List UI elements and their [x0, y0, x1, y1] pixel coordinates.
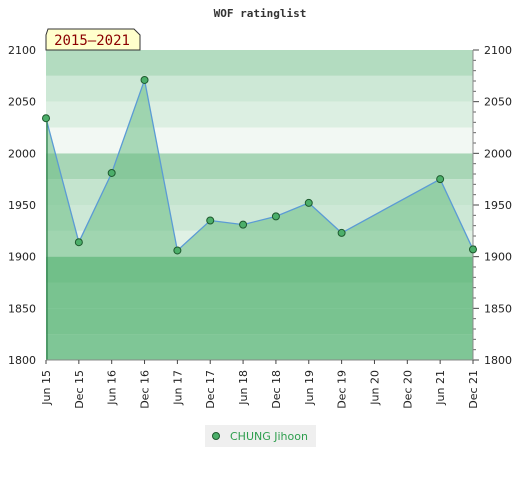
y-tick-label-left: 1900 — [8, 251, 36, 264]
background-band — [46, 75, 473, 102]
data-point — [74, 238, 83, 247]
data-point — [337, 228, 346, 237]
x-tick-label: Jun 19 — [303, 370, 316, 406]
x-tick-label: Dec 15 — [73, 370, 86, 409]
y-tick-label-left: 1850 — [8, 302, 36, 315]
background-band — [46, 50, 473, 76]
marker-layer — [42, 75, 477, 255]
data-point — [140, 75, 149, 84]
x-tick-label: Dec 21 — [467, 370, 480, 409]
x-tick-label: Jun 16 — [106, 370, 119, 406]
legend-series-name: CHUNG Jihoon — [230, 430, 308, 443]
x-tick-label: Dec 16 — [139, 370, 152, 409]
data-point — [271, 212, 280, 221]
x-tick-label: Dec 19 — [336, 370, 349, 409]
y-tick-label-right: 1900 — [484, 251, 512, 264]
x-tick-label: Jun 18 — [237, 370, 250, 406]
y-tick-label-right: 2000 — [484, 147, 512, 160]
y-tick-label-right: 2100 — [484, 44, 512, 57]
y-tick-label-right: 2050 — [484, 96, 512, 109]
y-tick-label-left: 2050 — [8, 96, 36, 109]
y-tick-label-right: 1850 — [484, 302, 512, 315]
x-tick-label: Dec 18 — [270, 370, 283, 409]
legend-marker-icon — [212, 432, 220, 440]
data-point — [173, 246, 182, 255]
y-tick-label-left: 2100 — [8, 44, 36, 57]
data-point — [42, 114, 50, 123]
x-tick-label: Jun 20 — [368, 370, 381, 406]
y-tick-label-right: 1950 — [484, 199, 512, 212]
x-tick-label: Dec 20 — [401, 370, 414, 409]
background-band — [46, 127, 473, 154]
legend-box — [205, 425, 316, 447]
axis-layer: 1800 1800 1850 1850 1900 1900 1950 1950 2000 2000… — [8, 44, 512, 409]
data-point — [304, 198, 313, 207]
legend: CHUNG Jihoon — [205, 425, 316, 447]
y-tick-label-left: 2000 — [8, 147, 36, 160]
series-area — [46, 79, 473, 360]
y-tick-label-left: 1950 — [8, 199, 36, 212]
data-point — [436, 175, 445, 184]
data-point — [107, 168, 116, 177]
x-tick-label: Jun 17 — [171, 370, 184, 406]
y-tick-label-left: 1800 — [8, 354, 36, 367]
data-point — [239, 220, 248, 229]
x-tick-label: Jun 15 — [40, 370, 53, 406]
y-tick-label-right: 1800 — [484, 354, 512, 367]
chart-title: WOF ratinglist — [214, 7, 307, 20]
period-badge: 2015–2021 — [45, 28, 141, 51]
series-line — [45, 77, 474, 252]
period-badge-text: 2015–2021 — [54, 33, 130, 49]
x-tick-label: Dec 17 — [204, 370, 217, 409]
x-tick-label: Jun 21 — [434, 370, 447, 406]
area-layer — [45, 77, 474, 360]
data-point — [206, 216, 215, 225]
period-badge-box — [45, 28, 141, 51]
background-band — [46, 101, 473, 128]
data-point — [469, 245, 477, 254]
